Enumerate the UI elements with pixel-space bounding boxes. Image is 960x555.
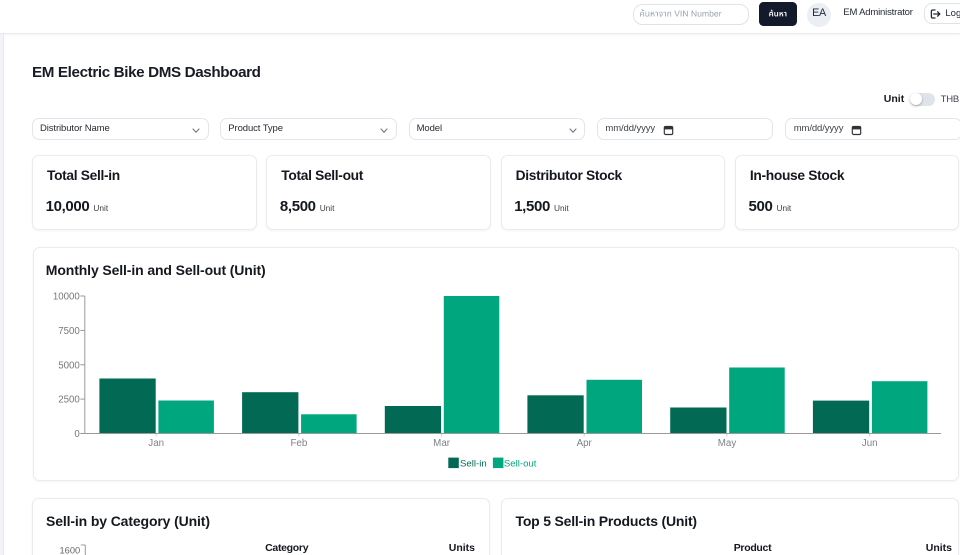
svg-text:0: 0: [74, 429, 80, 440]
svg-text:Mar: Mar: [433, 438, 451, 449]
svg-text:Feb: Feb: [290, 438, 307, 449]
svg-text:7500: 7500: [58, 326, 80, 337]
svg-text:Sell-out: Sell-out: [504, 459, 537, 470]
svg-text:May: May: [718, 438, 737, 449]
svg-text:5000: 5000: [58, 360, 80, 371]
svg-text:Jun: Jun: [862, 438, 878, 449]
svg-text:Apr: Apr: [577, 438, 593, 449]
svg-text:2500: 2500: [58, 395, 80, 406]
svg-text:Jan: Jan: [148, 438, 164, 449]
svg-text:10000: 10000: [53, 292, 81, 303]
svg-text:1600: 1600: [60, 546, 81, 555]
svg-text:Sell-in: Sell-in: [460, 459, 487, 470]
